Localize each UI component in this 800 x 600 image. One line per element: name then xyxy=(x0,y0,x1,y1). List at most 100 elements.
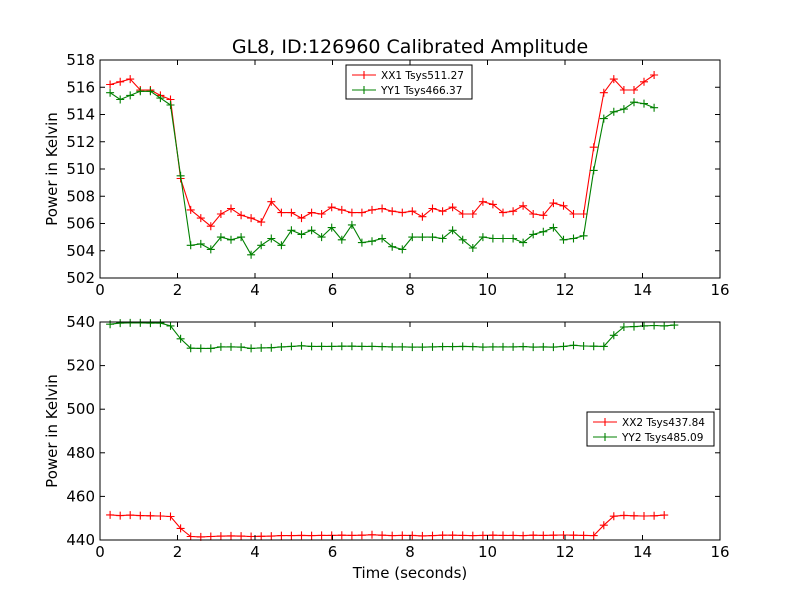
data-point xyxy=(650,511,659,520)
data-point xyxy=(206,344,215,353)
x-tick-label: 16 xyxy=(710,543,729,561)
chart-title: GL8, ID:126960 Calibrated Amplitude xyxy=(232,36,588,58)
legend-label: XX1 Tsys511.27 xyxy=(381,70,464,82)
data-point xyxy=(509,234,518,243)
data-point xyxy=(317,210,326,218)
data-point xyxy=(448,342,457,351)
data-point xyxy=(287,531,296,540)
x-tick-label: 10 xyxy=(478,281,497,299)
data-point xyxy=(418,233,427,242)
x-tick-label: 14 xyxy=(633,543,652,561)
data-point xyxy=(267,532,276,541)
data-point xyxy=(599,342,608,351)
legend-label: YY1 Tsys466.37 xyxy=(380,85,462,97)
data-point xyxy=(146,87,155,96)
data-point xyxy=(539,227,548,236)
bottom-panel: 0 2 4 6 8 10 12 14 16 440 460 480 500 520 540 Power in … xyxy=(43,313,730,561)
data-point xyxy=(579,210,588,218)
data-point xyxy=(257,241,266,250)
data-point xyxy=(438,531,447,540)
data-point xyxy=(378,204,387,213)
data-point xyxy=(327,223,336,232)
data-point xyxy=(640,321,648,330)
y-tick-label: 506 xyxy=(66,215,95,233)
data-point xyxy=(136,87,145,96)
y-tick-label: 502 xyxy=(66,269,95,287)
data-point xyxy=(458,342,467,351)
series-2 xyxy=(106,87,659,259)
data-point xyxy=(297,230,306,239)
data-point xyxy=(458,210,467,218)
data-point xyxy=(529,343,538,352)
data-point xyxy=(599,88,608,97)
y-tick-label: 510 xyxy=(66,160,95,178)
data-point xyxy=(257,343,266,352)
data-point xyxy=(579,342,588,350)
x-axis-label: Time (seconds) xyxy=(352,564,468,582)
data-point xyxy=(126,91,135,100)
data-point xyxy=(398,342,407,351)
data-point xyxy=(589,342,598,351)
data-point xyxy=(569,531,578,540)
data-point xyxy=(347,342,356,351)
data-point xyxy=(206,532,215,541)
data-point xyxy=(589,166,598,175)
data-point xyxy=(166,321,175,330)
data-point xyxy=(579,231,588,240)
data-point xyxy=(227,235,235,244)
y-axis-label: Power in Kelvin xyxy=(43,374,61,488)
y-tick-label: 540 xyxy=(66,313,95,331)
data-point xyxy=(418,212,427,221)
data-point xyxy=(630,511,638,520)
data-point xyxy=(307,531,316,540)
data-point xyxy=(438,342,447,351)
data-point xyxy=(156,319,165,328)
data-point xyxy=(368,342,376,351)
data-point xyxy=(660,321,669,330)
data-point xyxy=(569,210,578,218)
data-point xyxy=(428,342,437,351)
x-tick-label: 6 xyxy=(328,281,338,299)
data-point xyxy=(619,323,628,331)
data-point xyxy=(277,342,286,351)
legend-marker xyxy=(360,86,368,94)
x-tick-label: 2 xyxy=(173,543,183,561)
data-point xyxy=(106,80,115,89)
data-point xyxy=(519,342,528,351)
series-4 xyxy=(106,318,679,353)
data-point xyxy=(277,531,286,540)
data-point xyxy=(519,531,528,540)
data-point xyxy=(307,342,316,351)
data-point xyxy=(116,95,125,104)
data-point xyxy=(468,244,477,252)
data-point xyxy=(559,235,568,244)
data-point xyxy=(398,208,407,217)
y-tick-label: 500 xyxy=(66,400,95,418)
data-point xyxy=(277,241,286,250)
data-point xyxy=(227,342,235,351)
y-axis-label: Power in Kelvin xyxy=(43,112,61,226)
data-point xyxy=(478,233,487,242)
data-point xyxy=(156,512,165,520)
x-tick-label: 0 xyxy=(95,281,105,299)
data-point xyxy=(237,211,246,220)
data-point xyxy=(609,331,618,340)
data-point xyxy=(337,205,346,214)
data-point xyxy=(247,344,256,353)
data-point xyxy=(468,531,477,540)
data-point xyxy=(650,71,659,79)
data-point xyxy=(297,214,306,223)
data-point xyxy=(398,245,407,254)
data-point xyxy=(327,342,336,351)
data-point xyxy=(237,343,246,352)
data-point xyxy=(247,214,256,223)
data-point xyxy=(347,531,356,540)
data-point xyxy=(388,207,397,216)
data-point xyxy=(287,342,296,351)
top-panel: 0 2 4 6 8 10 12 14 16 502 504 506 508 510 512 514 516 518… xyxy=(43,51,730,299)
x-tick-label: 6 xyxy=(328,543,338,561)
x-tick-label: 8 xyxy=(405,281,415,299)
data-point xyxy=(529,531,538,540)
data-point xyxy=(630,86,638,94)
